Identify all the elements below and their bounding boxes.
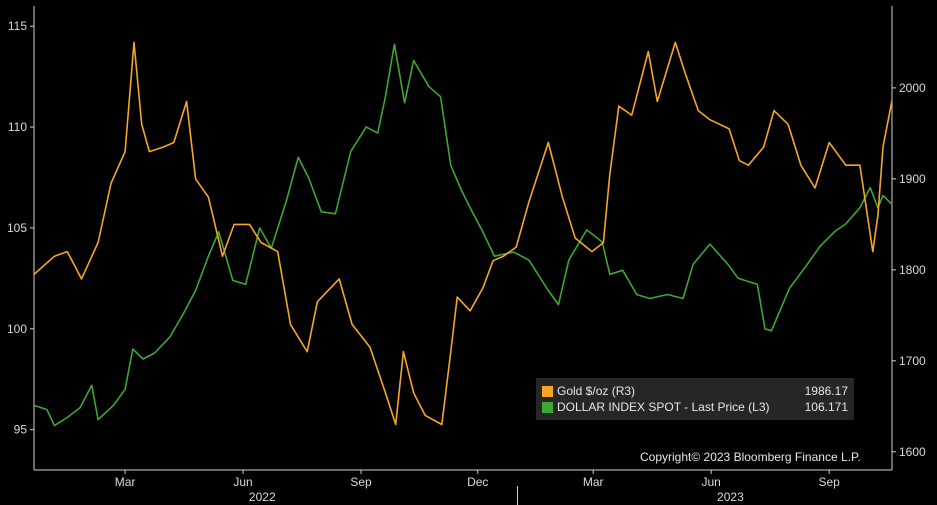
- dollar-index-legend-label: DOLLAR INDEX SPOT - Last Price (L3): [557, 400, 770, 414]
- x-tick-label: Jun: [233, 475, 252, 489]
- right-tick-label: 1700: [899, 354, 926, 368]
- dollar-index-series: [33, 43, 893, 427]
- right-tick-label: 1800: [899, 263, 926, 277]
- x-tick-label: Dec: [467, 475, 488, 489]
- right-tick-label: 1600: [899, 445, 926, 459]
- gold-legend-label: Gold $/oz (R3): [557, 384, 636, 398]
- dollar-index-swatch: [542, 402, 553, 413]
- x-tick-label: Sep: [350, 475, 372, 489]
- gold-last-value: 1986.17: [804, 384, 848, 398]
- axes: 95 100 105 110 115 1600 1700 1800 1900 2000 Mar Jun…: [7, 6, 926, 505]
- right-tick-label: 1900: [899, 172, 926, 186]
- legend-item-dollar-index: DOLLAR INDEX SPOT - Last Price (L3) 106.…: [542, 400, 848, 416]
- x-tick-label: Mar: [115, 475, 136, 489]
- left-tick-label: 110: [8, 120, 27, 134]
- left-tick-label: 100: [7, 322, 27, 336]
- x-tick-label: Mar: [583, 475, 604, 489]
- legend-item-gold: Gold $/oz (R3) 1986.17: [542, 384, 848, 400]
- gold-series: [33, 41, 893, 426]
- left-tick-label: 95: [14, 423, 28, 437]
- x-tick-label: Jun: [701, 475, 720, 489]
- dollar-index-last-value: 106.171: [804, 400, 848, 414]
- copyright-text: Copyright© 2023 Bloomberg Finance L.P.: [640, 450, 861, 464]
- gold-line: [33, 41, 893, 426]
- left-tick-label: 115: [8, 19, 27, 33]
- right-tick-label: 2000: [899, 81, 926, 95]
- legend: Gold $/oz (R3) 1986.17 DOLLAR INDEX SPOT…: [536, 378, 854, 420]
- year-label: 2023: [717, 490, 744, 504]
- year-label: 2022: [249, 490, 276, 504]
- left-tick-label: 105: [7, 221, 27, 235]
- x-tick-label: Sep: [818, 475, 840, 489]
- dollar-index-line: [33, 43, 893, 427]
- gold-swatch: [542, 386, 553, 397]
